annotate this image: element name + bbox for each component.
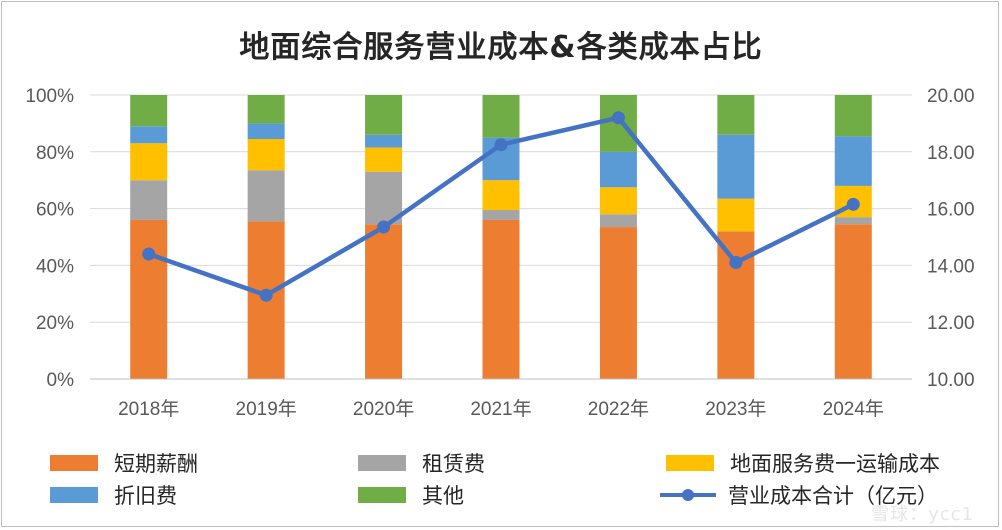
x-axis-tick-label: 2024年 xyxy=(823,398,884,420)
bar-segment xyxy=(599,214,637,228)
x-axis-tick-label: 2020年 xyxy=(353,398,414,420)
x-axis-tick-label: 2019年 xyxy=(236,398,297,420)
legend-line-swatch xyxy=(660,487,716,503)
total-cost-point xyxy=(611,111,625,125)
legend-label: 租赁费 xyxy=(422,452,485,476)
bar-segment xyxy=(365,147,403,172)
bar-segment xyxy=(599,227,637,379)
legend-label: 其他 xyxy=(422,484,464,508)
bar-segment xyxy=(834,224,872,379)
legend-label: 营业成本合计（亿元） xyxy=(728,484,938,508)
bar-segment xyxy=(599,151,637,188)
bar-segment xyxy=(717,198,755,232)
total-cost-point xyxy=(142,247,156,261)
x-axis-tick-label: 2023年 xyxy=(705,398,766,420)
legend-item-other: 其他 xyxy=(358,480,464,510)
left-axis-tick-label: 100% xyxy=(25,86,74,107)
legend-label: 地面服务费一运输成本 xyxy=(730,452,940,476)
legend-swatch xyxy=(358,455,406,471)
left-axis-tick-label: 0% xyxy=(47,370,75,391)
legend-swatch xyxy=(666,455,714,471)
bar-segment xyxy=(717,134,755,199)
legend-label: 短期薪酬 xyxy=(114,452,198,476)
bar-segment xyxy=(482,219,520,379)
right-axis-tick-label: 16.00 xyxy=(927,200,975,221)
left-axis-tick-label: 40% xyxy=(36,256,74,277)
bar-segment xyxy=(365,95,403,135)
chart-title: 地面综合服务营业成本&各类成本占比 xyxy=(239,30,763,65)
legend-item-rent: 租赁费 xyxy=(358,448,485,478)
x-axis-tick-label: 2022年 xyxy=(588,398,649,420)
bar-segment xyxy=(482,210,520,220)
left-axis-tick-label: 80% xyxy=(36,143,74,164)
legend-label: 折旧费 xyxy=(114,484,177,508)
x-axis-tick-label: 2018年 xyxy=(118,398,179,420)
bar-segment xyxy=(247,170,285,222)
right-axis-tick-label: 18.00 xyxy=(927,143,975,164)
bar-segment xyxy=(130,126,168,144)
bar-segment xyxy=(717,231,755,379)
bar-segment xyxy=(717,95,755,135)
total-cost-point xyxy=(494,138,508,152)
bar-segment xyxy=(365,224,403,379)
x-axis-tick-label: 2021年 xyxy=(470,398,531,420)
bar-segment xyxy=(130,95,168,127)
legend-item-short-term-pay: 短期薪酬 xyxy=(50,448,198,478)
legend-swatch xyxy=(50,455,98,471)
legend-item-total-cost: 营业成本合计（亿元） xyxy=(660,480,938,510)
bar-segment xyxy=(130,219,168,379)
bar-segment xyxy=(365,171,403,225)
bar-segment xyxy=(130,180,168,220)
total-cost-point xyxy=(729,256,743,270)
bar-segment xyxy=(247,139,285,171)
legend-item-depreciation: 折旧费 xyxy=(50,480,177,510)
legend-item-ground-service: 地面服务费一运输成本 xyxy=(666,448,940,478)
right-axis-tick-label: 14.00 xyxy=(927,256,975,277)
right-axis-tick-label: 20.00 xyxy=(927,86,975,107)
bar-segment xyxy=(365,134,403,148)
bar-segment xyxy=(482,95,520,138)
bar-segment xyxy=(834,136,872,186)
bar-segment xyxy=(482,180,520,211)
right-axis-tick-label: 10.00 xyxy=(927,370,975,391)
total-cost-point xyxy=(377,220,391,234)
watermark-text: 雪球：ycc1 xyxy=(871,504,974,525)
bar-segment xyxy=(247,95,285,124)
bar-segment xyxy=(834,217,872,225)
bar-segment xyxy=(834,95,872,137)
legend-swatch xyxy=(358,487,406,503)
left-axis-tick-label: 60% xyxy=(36,200,74,221)
bar-segment xyxy=(599,187,637,215)
total-cost-point xyxy=(846,197,860,211)
legend-swatch xyxy=(50,487,98,503)
bar-segment xyxy=(247,123,285,140)
right-axis-tick-label: 12.00 xyxy=(927,313,975,334)
left-axis-tick-label: 20% xyxy=(36,313,74,334)
total-cost-point xyxy=(259,288,273,302)
bar-segment xyxy=(130,143,168,181)
